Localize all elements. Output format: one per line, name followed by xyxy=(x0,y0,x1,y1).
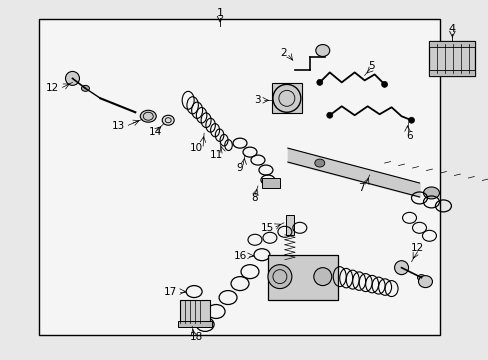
Text: 16: 16 xyxy=(233,251,246,261)
Bar xyxy=(428,41,474,76)
Ellipse shape xyxy=(326,112,332,118)
Text: 6: 6 xyxy=(406,131,412,141)
Ellipse shape xyxy=(313,268,331,285)
Text: 9: 9 xyxy=(236,163,243,173)
Ellipse shape xyxy=(267,265,291,289)
Bar xyxy=(428,71,474,76)
Ellipse shape xyxy=(418,276,431,288)
Bar xyxy=(39,19,440,336)
Text: 7: 7 xyxy=(358,183,364,193)
Bar xyxy=(178,321,212,328)
Text: 8: 8 xyxy=(251,193,258,203)
Ellipse shape xyxy=(140,110,156,122)
Text: 11: 11 xyxy=(209,150,222,160)
Ellipse shape xyxy=(316,80,322,85)
Bar xyxy=(428,41,474,46)
Text: 12: 12 xyxy=(410,243,423,253)
Text: 15: 15 xyxy=(261,223,274,233)
Bar xyxy=(285,215,293,235)
Ellipse shape xyxy=(162,115,174,125)
Bar xyxy=(262,178,279,188)
Text: 10: 10 xyxy=(189,143,203,153)
Ellipse shape xyxy=(65,71,80,85)
Ellipse shape xyxy=(394,261,407,275)
Bar xyxy=(267,255,337,300)
Ellipse shape xyxy=(315,45,329,57)
Text: 13: 13 xyxy=(111,121,125,131)
Bar xyxy=(271,84,301,113)
Ellipse shape xyxy=(407,117,414,123)
Text: 3: 3 xyxy=(254,95,261,105)
Bar xyxy=(180,300,210,323)
Text: 17: 17 xyxy=(163,287,177,297)
Text: 5: 5 xyxy=(367,62,374,71)
Text: 14: 14 xyxy=(148,127,162,137)
Text: 4: 4 xyxy=(448,24,455,33)
Ellipse shape xyxy=(81,85,89,91)
Ellipse shape xyxy=(381,81,387,87)
Text: 18: 18 xyxy=(189,332,203,342)
Ellipse shape xyxy=(423,187,439,199)
Text: 1: 1 xyxy=(216,8,223,18)
Text: 2: 2 xyxy=(280,49,286,58)
Text: 12: 12 xyxy=(46,84,59,93)
Ellipse shape xyxy=(417,275,425,280)
Ellipse shape xyxy=(314,159,324,167)
